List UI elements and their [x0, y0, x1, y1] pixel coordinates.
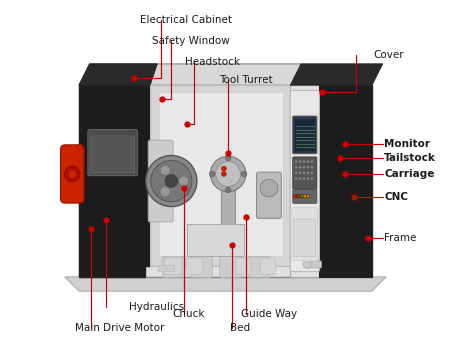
Text: Electrical Cabinet: Electrical Cabinet: [139, 15, 231, 24]
Polygon shape: [65, 277, 386, 291]
FancyBboxPatch shape: [186, 258, 202, 274]
FancyBboxPatch shape: [167, 266, 174, 272]
Text: Guide Way: Guide Way: [241, 309, 297, 319]
Circle shape: [225, 155, 231, 161]
Circle shape: [303, 195, 307, 198]
FancyBboxPatch shape: [148, 140, 173, 222]
Circle shape: [221, 166, 227, 171]
FancyBboxPatch shape: [310, 261, 321, 268]
FancyBboxPatch shape: [165, 258, 181, 274]
Polygon shape: [319, 85, 372, 277]
Circle shape: [295, 166, 298, 169]
Circle shape: [295, 171, 298, 174]
Bar: [219, 256, 240, 277]
Circle shape: [307, 160, 310, 163]
Polygon shape: [290, 85, 372, 277]
FancyBboxPatch shape: [294, 219, 316, 257]
Circle shape: [225, 187, 231, 193]
Circle shape: [77, 144, 82, 150]
Circle shape: [165, 175, 178, 187]
Polygon shape: [79, 85, 150, 277]
Circle shape: [303, 160, 306, 163]
Polygon shape: [79, 64, 383, 85]
FancyBboxPatch shape: [91, 136, 135, 173]
Bar: [247, 256, 269, 277]
Circle shape: [299, 171, 301, 174]
Text: Monitor: Monitor: [384, 139, 430, 149]
Circle shape: [303, 177, 306, 180]
Polygon shape: [79, 85, 372, 277]
Circle shape: [306, 195, 310, 198]
Circle shape: [310, 177, 313, 180]
Circle shape: [295, 177, 298, 180]
Text: Safety Window: Safety Window: [152, 36, 230, 46]
Circle shape: [68, 170, 76, 178]
Bar: [191, 256, 212, 277]
FancyBboxPatch shape: [290, 91, 319, 272]
Circle shape: [310, 166, 313, 169]
Circle shape: [299, 166, 301, 169]
Circle shape: [303, 171, 306, 174]
Circle shape: [160, 187, 170, 197]
FancyBboxPatch shape: [158, 266, 165, 272]
Circle shape: [307, 166, 310, 169]
Polygon shape: [150, 85, 290, 266]
FancyBboxPatch shape: [61, 145, 84, 203]
Bar: [163, 256, 184, 277]
Circle shape: [210, 156, 246, 192]
Circle shape: [310, 160, 313, 163]
Bar: [221, 178, 235, 256]
Circle shape: [300, 195, 303, 198]
Circle shape: [151, 160, 192, 202]
Circle shape: [221, 171, 227, 176]
Circle shape: [299, 160, 301, 163]
Circle shape: [297, 195, 300, 198]
Text: Chuck: Chuck: [173, 309, 205, 319]
Circle shape: [216, 162, 240, 186]
Text: Tailstock: Tailstock: [384, 153, 436, 163]
Text: Headstock: Headstock: [185, 57, 240, 67]
Text: Frame: Frame: [384, 233, 417, 243]
Circle shape: [64, 166, 80, 182]
Circle shape: [260, 179, 278, 197]
FancyBboxPatch shape: [293, 190, 317, 203]
Text: Carriage: Carriage: [384, 169, 435, 179]
Polygon shape: [290, 64, 383, 85]
Text: CNC: CNC: [384, 192, 408, 202]
FancyBboxPatch shape: [293, 157, 317, 189]
Circle shape: [303, 166, 306, 169]
Circle shape: [241, 171, 247, 177]
Text: Tool Turret: Tool Turret: [219, 75, 273, 85]
Circle shape: [303, 260, 311, 269]
FancyBboxPatch shape: [261, 258, 275, 274]
Circle shape: [146, 155, 197, 207]
Circle shape: [307, 171, 310, 174]
Circle shape: [179, 176, 189, 186]
Text: Cover: Cover: [374, 50, 404, 60]
FancyBboxPatch shape: [236, 258, 250, 274]
FancyBboxPatch shape: [88, 130, 137, 176]
FancyBboxPatch shape: [294, 119, 315, 151]
FancyBboxPatch shape: [293, 116, 317, 154]
Circle shape: [210, 171, 215, 177]
Text: Hydraulics: Hydraulics: [129, 302, 184, 312]
Polygon shape: [79, 64, 157, 85]
FancyBboxPatch shape: [292, 208, 318, 261]
Circle shape: [310, 171, 313, 174]
Text: Main Drive Motor: Main Drive Motor: [75, 323, 164, 333]
Polygon shape: [159, 92, 283, 256]
Circle shape: [295, 160, 298, 163]
Circle shape: [307, 177, 310, 180]
Circle shape: [160, 165, 170, 175]
Polygon shape: [187, 224, 244, 256]
FancyBboxPatch shape: [256, 172, 282, 218]
Circle shape: [299, 177, 301, 180]
Text: Bed: Bed: [230, 323, 251, 333]
Circle shape: [293, 195, 297, 198]
